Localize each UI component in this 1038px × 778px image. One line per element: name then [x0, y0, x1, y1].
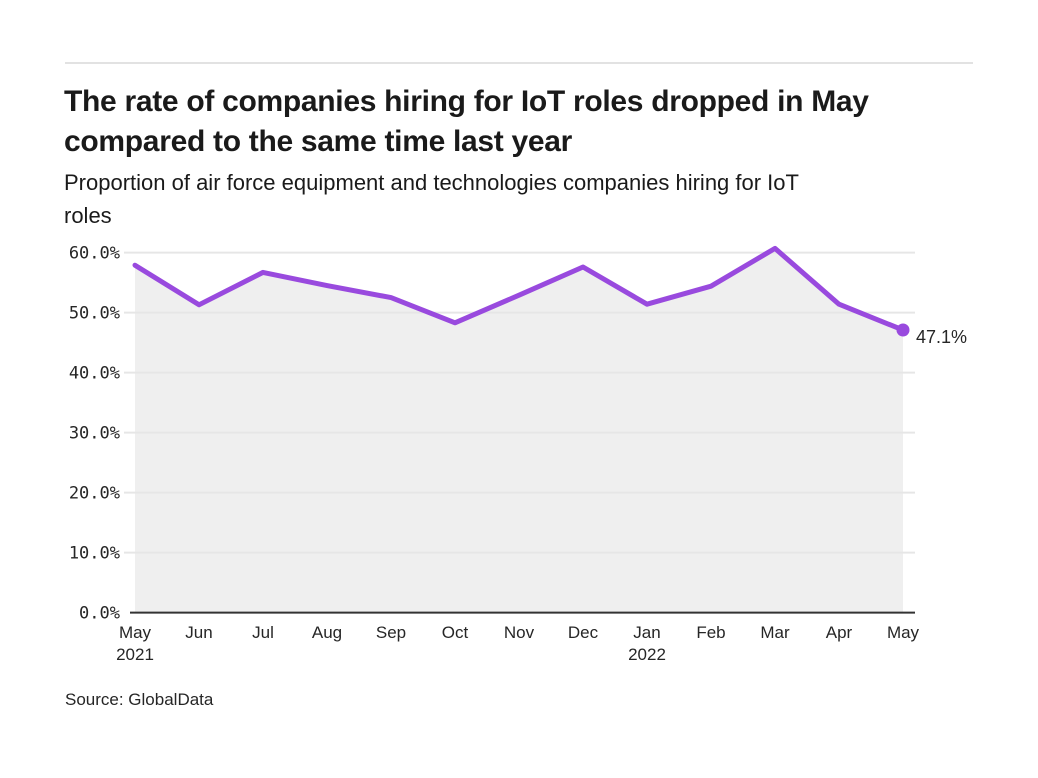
end-value-label: 47.1% [916, 327, 967, 347]
x-tick-label: Feb [696, 623, 725, 642]
chart-subtitle-line1: Proportion of air force equipment and te… [64, 170, 799, 195]
y-tick-label: 60.0% [69, 244, 120, 264]
chart-subtitle: Proportion of air force equipment and te… [64, 166, 799, 232]
chart-title: The rate of companies hiring for IoT rol… [64, 82, 869, 162]
x-tick-label: Jul [252, 623, 274, 642]
source-label: Source: GlobalData [65, 690, 214, 709]
y-tick-label: 10.0% [69, 544, 120, 564]
x-tick-label: Jan [633, 623, 660, 642]
end-point-dot [896, 323, 910, 337]
x-tick-label: May [119, 623, 152, 642]
x-tick-label: Aug [312, 623, 342, 642]
y-tick-label: 20.0% [69, 484, 120, 504]
y-tick-label: 30.0% [69, 424, 120, 444]
x-tick-label: Sep [376, 623, 406, 642]
header-divider [65, 62, 973, 64]
y-tick-label: 50.0% [69, 304, 120, 324]
chart-title-line2: compared to the same time last year [64, 125, 573, 158]
y-tick-label: 40.0% [69, 364, 120, 384]
x-tick-label: Mar [760, 623, 790, 642]
x-tick-label: Oct [442, 623, 469, 642]
trend-line [132, 245, 906, 333]
x-tick-label: Jun [185, 623, 212, 642]
x-tick-year-label: 2021 [116, 645, 154, 664]
chart-title-line1: The rate of companies hiring for IoT rol… [64, 85, 869, 118]
x-tick-year-label: 2022 [628, 645, 666, 664]
y-tick-label: 0.0% [79, 604, 120, 624]
chart-subtitle-line2: roles [64, 203, 112, 228]
area-fill [135, 248, 903, 613]
x-tick-label: Nov [504, 623, 535, 642]
x-tick-label: May [887, 623, 920, 642]
x-tick-label: Dec [568, 623, 599, 642]
x-tick-label: Apr [826, 623, 853, 642]
